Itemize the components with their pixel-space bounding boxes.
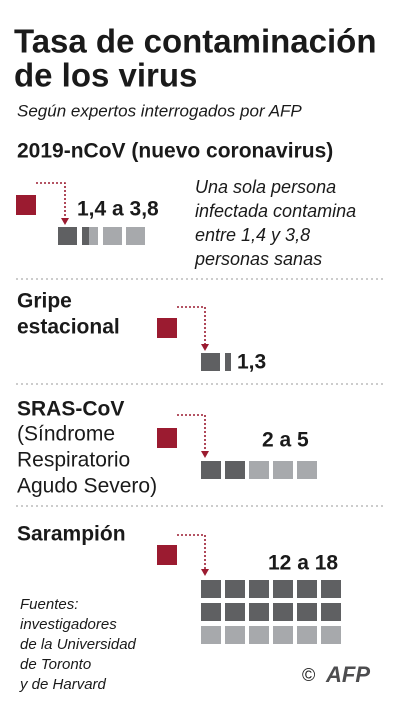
person-square <box>321 603 341 621</box>
range-label: 1,3 <box>237 351 266 374</box>
description: infectada contamina <box>195 201 356 221</box>
section-detail: (Síndrome <box>17 423 115 446</box>
person-square <box>225 353 231 371</box>
section-name: Sarampión <box>17 523 126 546</box>
person-square <box>321 580 341 598</box>
person-square <box>273 626 293 644</box>
sources: Fuentes: <box>20 596 78 613</box>
title: Tasa de contaminación <box>14 23 376 60</box>
person-square <box>201 580 221 598</box>
person-square <box>249 580 269 598</box>
range-label: 1,4 a 3,8 <box>77 198 159 221</box>
person-square <box>273 461 293 479</box>
sources: de la Universidad <box>20 636 137 653</box>
subtitle: Según expertos interrogados por AFP <box>17 101 302 120</box>
section-name: Gripe <box>17 290 72 313</box>
person-square <box>225 461 245 479</box>
infected-icon <box>157 318 177 338</box>
person-square <box>201 353 220 371</box>
person-square <box>201 626 221 644</box>
arrow <box>36 182 66 220</box>
arrowhead <box>61 218 69 225</box>
range-label: 2 a 5 <box>262 429 309 452</box>
person-square <box>297 626 317 644</box>
person-square <box>273 603 293 621</box>
person-square <box>126 227 145 245</box>
section-detail: Respiratorio <box>17 449 130 472</box>
section-name: estacional <box>17 316 120 339</box>
title: de los virus <box>14 57 197 94</box>
square-grid <box>201 580 341 644</box>
section-name: 2019-nCoV (nuevo coronavirus) <box>17 140 333 163</box>
description: personas sanas <box>194 249 322 269</box>
arrow <box>177 414 206 453</box>
section-detail: Agudo Severo) <box>17 475 157 498</box>
person-square <box>225 580 245 598</box>
infected-icon <box>157 428 177 448</box>
person-square <box>82 227 89 245</box>
person-square <box>297 580 317 598</box>
arrowhead <box>201 451 209 458</box>
description: Una sola persona <box>195 177 336 197</box>
sources: de Toronto <box>20 656 91 673</box>
section-name: SRAS-CoV <box>17 398 124 421</box>
person-square <box>201 603 221 621</box>
arrow <box>177 534 206 571</box>
arrowhead <box>201 569 209 576</box>
sources: y de Harvard <box>19 676 107 693</box>
infected-icon <box>16 195 36 215</box>
person-square <box>297 461 317 479</box>
person-square <box>273 580 293 598</box>
afp-logo: AFP <box>325 662 370 687</box>
arrowhead <box>201 344 209 351</box>
arrow <box>177 306 206 346</box>
copyright: © <box>302 665 315 685</box>
sources: investigadores <box>20 616 117 633</box>
person-square <box>201 461 221 479</box>
infected-icon <box>157 545 177 565</box>
range-label: 12 a 18 <box>268 552 338 575</box>
person-square <box>249 603 269 621</box>
person-square <box>58 227 77 245</box>
person-square <box>321 626 341 644</box>
person-square <box>249 626 269 644</box>
person-square <box>297 603 317 621</box>
person-square <box>249 461 269 479</box>
person-square <box>225 603 245 621</box>
description: entre 1,4 y 3,8 <box>195 225 310 245</box>
person-square <box>225 626 245 644</box>
person-square <box>103 227 122 245</box>
